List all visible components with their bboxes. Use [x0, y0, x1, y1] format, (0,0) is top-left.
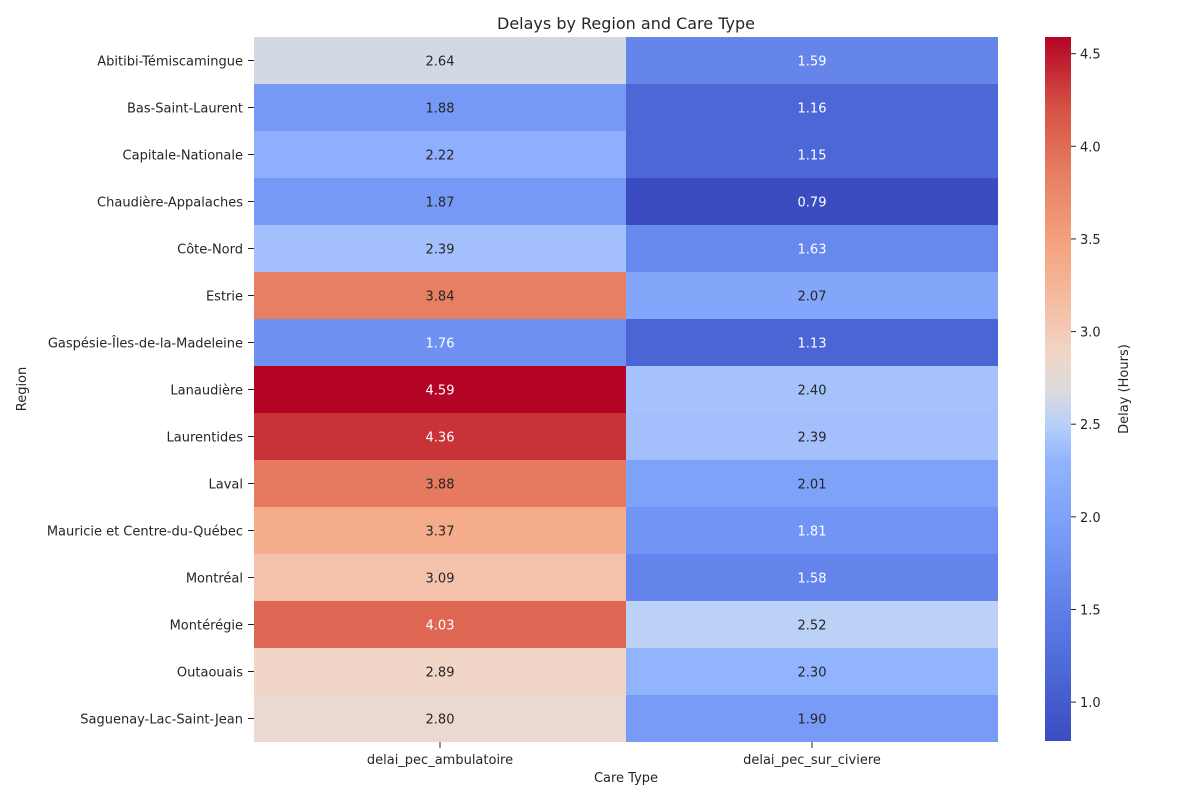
y-axis-title: Region [15, 367, 30, 412]
cell-value-label: 3.37 [426, 525, 455, 540]
cell-value-label: 2.64 [426, 55, 455, 70]
row-tick-label: Montérégie [170, 619, 243, 634]
chart-title: Delays by Region and Care Type [497, 14, 755, 33]
colorbar: 1.0 1.5 2.0 2.5 3.0 3.5 4.0 4.5 Delay (Hours) [1045, 37, 1132, 741]
cell-value-label: 2.80 [426, 713, 455, 728]
cell-value-label: 2.22 [426, 149, 455, 164]
cell-value-label: 1.63 [798, 243, 827, 258]
heatmap-cell [626, 554, 998, 601]
heatmap-cell [254, 695, 626, 742]
row-tick-label: Abitibi-Témiscamingue [97, 55, 243, 70]
heatmap-cell [254, 131, 626, 178]
cell-value-label: 1.88 [426, 102, 455, 117]
cell-value-label: 1.15 [798, 149, 827, 164]
colorbar-tick-label: 3.0 [1080, 326, 1101, 341]
heatmap-cell [254, 366, 626, 413]
cell-value-label: 1.90 [798, 713, 827, 728]
heatmap-cell [254, 319, 626, 366]
heatmap-cell [254, 507, 626, 554]
heatmap-cell [626, 460, 998, 507]
cell-value-label: 1.13 [798, 337, 827, 352]
row-tick-label: Chaudière-Appalaches [97, 196, 243, 211]
row-tick-label: Côte-Nord [177, 243, 243, 258]
column-tick-label: delai_pec_ambulatoire [367, 753, 513, 768]
heatmap-cell [254, 272, 626, 319]
heatmap-cell [626, 225, 998, 272]
row-tick-label: Gaspésie-Îles-de-la-Madeleine [48, 336, 243, 352]
row-tick-label: Mauricie et Centre-du-Québec [47, 525, 243, 540]
row-tick-label: Montréal [186, 572, 243, 587]
cell-value-label: 3.09 [426, 572, 455, 587]
heatmap-cell [254, 460, 626, 507]
heatmap-cell [254, 554, 626, 601]
x-axis-title: Care Type [594, 771, 658, 786]
cell-value-label: 4.36 [426, 431, 455, 446]
colorbar-tick-label: 1.5 [1080, 603, 1101, 618]
heatmap-cell [626, 178, 998, 225]
cell-value-label: 1.87 [426, 196, 455, 211]
row-tick-label: Laurentides [167, 431, 244, 446]
cell-value-label: 1.58 [798, 572, 827, 587]
row-tick-label: Lanaudière [170, 384, 243, 399]
cell-value-label: 1.59 [798, 55, 827, 70]
heatmap-cell [254, 178, 626, 225]
row-tick-label: Laval [209, 478, 243, 493]
heatmap-cell [254, 37, 626, 84]
heatmap-cell [254, 648, 626, 695]
colorbar-ticks: 1.0 1.5 2.0 2.5 3.0 3.5 4.0 4.5 [1071, 48, 1101, 711]
cell-value-label: 4.03 [426, 619, 455, 634]
cell-value-label: 4.59 [426, 384, 455, 399]
row-tick-label: Bas-Saint-Laurent [127, 102, 243, 117]
row-tick-labels: Abitibi-Témiscamingue Bas-Saint-Laurent Ca… [47, 55, 254, 728]
cell-value-label: 2.52 [798, 619, 827, 634]
colorbar-tick-label: 4.0 [1080, 140, 1101, 155]
heatmap-cell [254, 84, 626, 131]
cell-value-label: 3.88 [426, 478, 455, 493]
heatmap-cell [626, 413, 998, 460]
heatmap-cell [626, 84, 998, 131]
cell-value-label: 2.39 [798, 431, 827, 446]
heatmap-cell [626, 648, 998, 695]
cell-value-label: 2.30 [798, 666, 827, 681]
heatmap-cell [626, 37, 998, 84]
heatmap-cell [626, 366, 998, 413]
heatmap-cell [626, 601, 998, 648]
colorbar-tick-label: 2.5 [1080, 418, 1101, 433]
row-tick-label: Capitale-Nationale [123, 149, 243, 164]
heatmap-cell [626, 319, 998, 366]
row-tick-label: Estrie [206, 290, 243, 305]
cell-value-label: 2.89 [426, 666, 455, 681]
column-tick-label: delai_pec_sur_civiere [743, 753, 881, 768]
heatmap-cell [626, 695, 998, 742]
colorbar-tick-label: 2.0 [1080, 511, 1101, 526]
row-tick-label: Outaouais [177, 666, 243, 681]
row-tick-label: Saguenay-Lac-Saint-Jean [80, 713, 243, 728]
heatmap-cell [626, 507, 998, 554]
cell-value-label: 3.84 [426, 290, 455, 305]
heatmap-cell [254, 413, 626, 460]
cell-value-label: 2.01 [798, 478, 827, 493]
cell-value-label: 1.81 [798, 525, 827, 540]
colorbar-tick-label: 1.0 [1080, 696, 1101, 711]
colorbar-gradient [1045, 37, 1071, 741]
colorbar-tick-label: 3.5 [1080, 233, 1101, 248]
cell-value-label: 2.39 [426, 243, 455, 258]
heatmap-cell [254, 225, 626, 272]
colorbar-title: Delay (Hours) [1117, 344, 1132, 434]
cell-value-label: 1.16 [798, 102, 827, 117]
cell-value-label: 1.76 [426, 337, 455, 352]
cell-value-label: 2.07 [798, 290, 827, 305]
heatmap-cell [626, 131, 998, 178]
colorbar-tick-label: 4.5 [1080, 48, 1101, 63]
heatmap-cell [626, 272, 998, 319]
heatmap-cell [254, 601, 626, 648]
cell-value-label: 2.40 [798, 384, 827, 399]
column-tick-labels: delai_pec_ambulatoire delai_pec_sur_civie… [367, 742, 881, 768]
heatmap-cells: 2.64 1.59 1.88 1.16 2.22 1.15 1.87 0.79 2.39 1.63… [254, 37, 998, 742]
cell-value-label: 0.79 [798, 196, 827, 211]
